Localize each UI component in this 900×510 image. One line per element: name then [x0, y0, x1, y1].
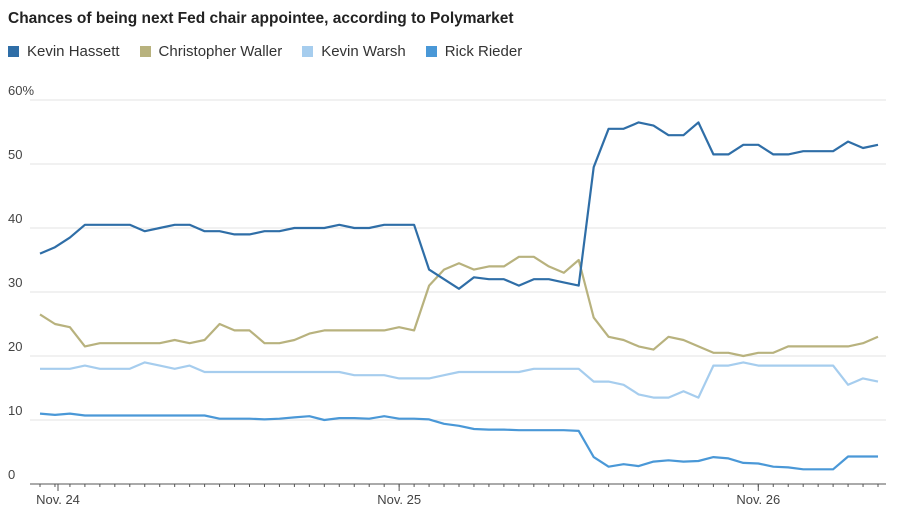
legend-item-warsh: Kevin Warsh — [302, 43, 406, 60]
legend-swatch — [139, 46, 151, 57]
y-tick-label: 40 — [8, 211, 22, 226]
y-tick-label: 30 — [8, 275, 22, 290]
x-tick-label: Nov. 26 — [736, 492, 780, 507]
legend-item-hassett: Kevin Hassett — [8, 43, 120, 60]
legend-swatch — [425, 46, 437, 57]
legend-swatch — [8, 46, 19, 57]
legend-label: Kevin Warsh — [321, 43, 406, 60]
y-tick-label: 50 — [8, 147, 22, 162]
y-tick-label: 0 — [8, 467, 15, 482]
x-tick-label: Nov. 25 — [377, 492, 421, 507]
legend-label: Rick Rieder — [444, 43, 523, 60]
y-tick-label: 60% — [8, 83, 34, 98]
legend-label: Christopher Waller — [158, 43, 283, 60]
legend-item-rieder: Rick Rieder — [425, 43, 523, 60]
series-line-rick-rieder — [39, 412, 878, 471]
chart-title: Chances of being next Fed chair appointe… — [8, 10, 514, 27]
series-line-christopher-waller — [39, 255, 879, 358]
y-tick-label: 20 — [8, 339, 22, 354]
series-line-kevin-hassett — [39, 121, 879, 290]
legend-swatch — [302, 46, 314, 57]
y-tick-label: 10 — [8, 403, 22, 418]
series-line-kevin-warsh — [40, 361, 879, 399]
legend-label: Kevin Hassett — [27, 43, 120, 60]
legend-item-waller: Christopher Waller — [139, 43, 283, 60]
x-tick-label: Nov. 24 — [36, 492, 80, 507]
legend: Kevin Hassett Christopher Waller Kevin W… — [8, 43, 522, 60]
